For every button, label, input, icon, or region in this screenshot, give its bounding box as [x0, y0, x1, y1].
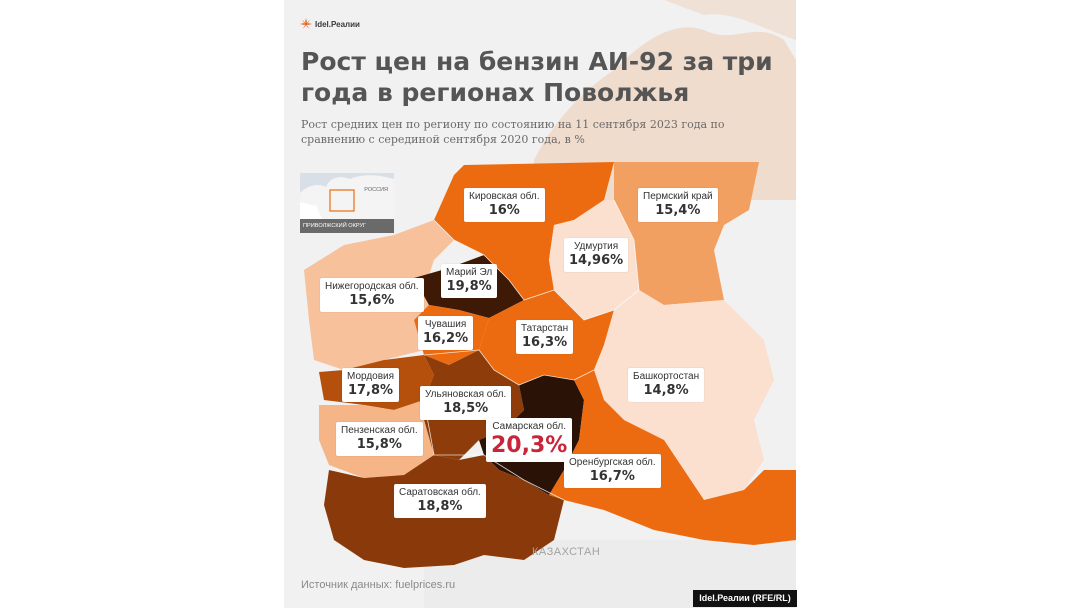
region-name: Пермский край — [643, 191, 713, 202]
region-name: Ульяновская обл. — [425, 389, 507, 400]
region-name: Кировская обл. — [469, 191, 540, 202]
region-label: Ульяновская обл. 18,5% — [420, 386, 512, 420]
infographic-card: Idel.Реалии Рост цен на бензин АИ-92 за … — [284, 0, 796, 608]
rfe-logo-icon — [300, 18, 312, 29]
kazakhstan-label: КАЗАХСТАН — [532, 546, 601, 558]
region-value: 18,8% — [417, 499, 463, 514]
region-value: 16,2% — [423, 331, 469, 346]
region-name: Нижегородская обл. — [325, 281, 419, 292]
region-value: 14,8% — [643, 383, 689, 398]
region-name: Чувашия — [424, 319, 467, 330]
region-value: 14,96% — [569, 253, 624, 268]
inset-country-label: РОССИЯ — [364, 187, 388, 193]
region-orenburg — [549, 370, 796, 545]
region-value: 17,8% — [347, 383, 394, 398]
region-value: 19,8% — [446, 279, 492, 294]
region-label: Чувашия 16,2% — [418, 316, 474, 350]
region-label: Саратовская обл. 18,8% — [394, 484, 486, 518]
region-name: Удмуртия — [573, 241, 619, 252]
region-name: Оренбургская обл. — [569, 457, 656, 468]
region-name: Марий Эл — [446, 267, 493, 278]
region-value: 15,4% — [655, 203, 701, 218]
region-value: 18,5% — [443, 401, 489, 416]
region-label-highlight: Самарская обл. 20,3% — [486, 418, 573, 462]
region-name: Башкортостан — [633, 371, 700, 382]
page-title: Рост цен на бензин АИ-92 за три года в р… — [301, 47, 773, 107]
region-label: Башкортостан 14,8% — [628, 368, 705, 402]
region-name: Саратовская обл. — [399, 487, 481, 498]
region-value: 20,3% — [491, 433, 568, 458]
source-note: Источник данных: fuelprices.ru — [301, 579, 456, 591]
credit-badge: Idel.Реалии (RFE/RL) — [693, 590, 797, 607]
region-label: Пензенская обл. 15,8% — [336, 422, 423, 456]
region-label: Оренбургская обл. 16,7% — [564, 454, 661, 488]
logo-text: Idel.Реалии — [315, 19, 360, 29]
inset-caption: ПРИВОЛЖСКИЙ ОКРУГ — [300, 219, 394, 233]
page-subtitle: Рост средних цен по региону по состоянию… — [301, 118, 725, 146]
locator-inset: РОССИЯ ПРИВОЛЖСКИЙ ОКРУГ — [300, 173, 394, 235]
region-value: 15,8% — [356, 437, 402, 452]
region-value: 16,3% — [522, 335, 568, 350]
region-label: Кировская обл. 16% — [464, 188, 545, 222]
region-value: 16,7% — [589, 469, 635, 484]
region-value: 16% — [488, 203, 520, 218]
region-label: Удмуртия 14,96% — [564, 238, 629, 272]
region-label: Татарстан 16,3% — [516, 320, 574, 354]
region-label: Марий Эл 19,8% — [441, 264, 498, 298]
brand-logo: Idel.Реалии — [300, 18, 360, 30]
region-label: Нижегородская обл. 15,6% — [320, 278, 424, 312]
region-name: Татарстан — [521, 323, 569, 334]
region-name: Пензенская обл. — [341, 425, 418, 436]
region-label: Пермский край 15,4% — [638, 188, 718, 222]
region-value: 15,6% — [349, 293, 395, 308]
inset-map-graphic — [300, 175, 394, 219]
region-name: Мордовия — [347, 371, 395, 382]
region-label: Мордовия 17,8% — [342, 368, 400, 402]
inset-map: РОССИЯ — [300, 173, 394, 219]
background-russia-map — [534, 0, 796, 201]
region-name: Самарская обл. — [492, 421, 567, 432]
